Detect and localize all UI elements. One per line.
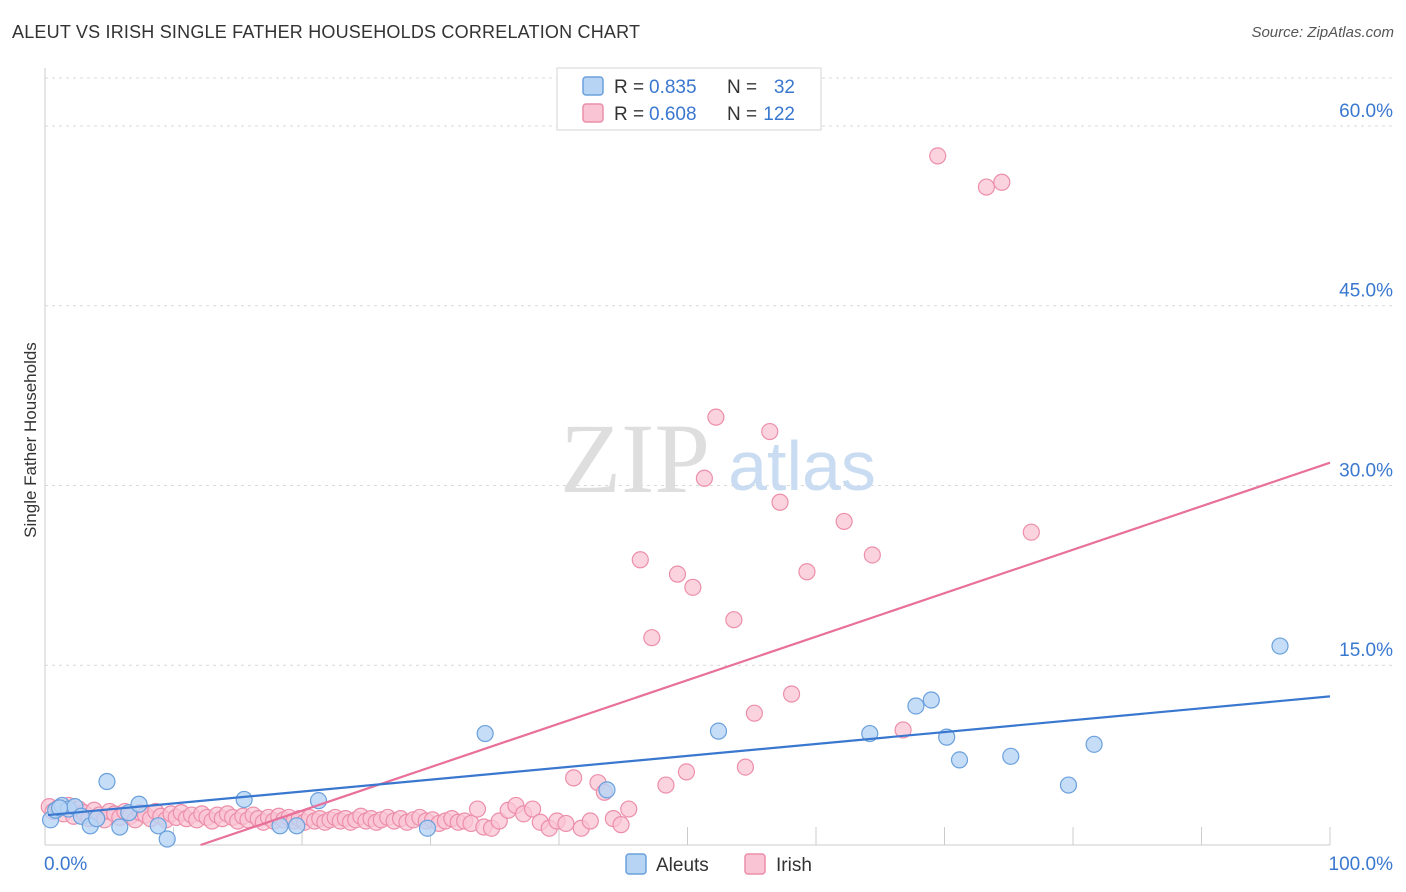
aleut-point — [50, 799, 69, 817]
y-tick-label: 30.0% — [1339, 460, 1393, 481]
irish-point — [668, 565, 687, 583]
aleut-point — [1002, 747, 1020, 765]
irish-point — [643, 629, 661, 647]
irish-r-value: 0.608 — [649, 104, 697, 125]
aleut-point — [235, 790, 253, 809]
irish-swatch-icon — [582, 103, 604, 123]
aleut-trend-line — [47, 695, 1331, 817]
legend-irish-label: Irish — [776, 855, 812, 876]
irish-point — [761, 422, 779, 441]
irish-point — [612, 816, 630, 834]
aleut-point — [418, 819, 437, 837]
irish-r-label: R = — [614, 104, 644, 125]
irish-point — [993, 173, 1011, 191]
y-tick-label: 45.0% — [1339, 281, 1393, 302]
irish-point — [557, 814, 575, 833]
irish-point — [782, 685, 801, 703]
x-tick-label: 0.0% — [44, 854, 87, 875]
aleut-points — [41, 637, 1289, 848]
irish-point — [468, 800, 487, 818]
aleut-point — [88, 810, 106, 828]
aleut-point — [950, 751, 969, 769]
irish-point — [657, 776, 675, 794]
irish-point — [677, 763, 696, 781]
aleut-r-label: R = — [614, 77, 644, 98]
aleut-point — [709, 722, 728, 740]
aleut-point — [158, 830, 176, 848]
irish-n-value: 122 — [763, 104, 795, 125]
aleut-point — [98, 772, 116, 791]
aleut-n-label: N = — [727, 77, 757, 98]
watermark-zip: ZIP — [560, 403, 710, 514]
irish-point — [707, 408, 725, 426]
aleut-point — [111, 818, 129, 836]
trend-lines — [47, 461, 1331, 847]
aleut-point — [907, 697, 925, 715]
irish-point — [894, 721, 912, 739]
watermark: ZIP atlas — [560, 403, 876, 514]
irish-point — [1022, 523, 1040, 541]
aleut-point — [922, 691, 940, 709]
aleut-n-value: 32 — [774, 77, 795, 98]
aleut-point — [130, 795, 148, 813]
irish-point — [863, 546, 881, 564]
axes — [44, 68, 1331, 846]
aleut-point — [288, 817, 306, 835]
aleut-point — [149, 817, 167, 835]
chart-title: ALEUT VS IRISH SINGLE FATHER HOUSEHOLDS … — [12, 22, 641, 42]
legend-aleuts-label: Aleuts — [656, 855, 709, 876]
legend-aleuts-swatch-icon — [625, 853, 647, 875]
irish-point — [684, 578, 702, 596]
watermark-atlas: atlas — [728, 427, 876, 505]
legend-irish-swatch-icon — [744, 853, 766, 875]
grid-lines — [45, 77, 1392, 666]
irish-point — [725, 611, 743, 629]
irish-point — [798, 563, 816, 581]
aleut-swatch-icon — [582, 76, 604, 96]
aleut-point — [1059, 776, 1078, 794]
x-tick-label: 100.0% — [1329, 854, 1394, 875]
aleut-point — [1085, 735, 1103, 753]
irish-point — [771, 493, 789, 511]
irish-point — [581, 812, 599, 830]
source-credit: Source: ZipAtlas.com — [1251, 24, 1394, 41]
irish-point — [745, 704, 763, 722]
series-legend: Aleuts Irish — [625, 853, 812, 876]
irish-n-label: N = — [727, 104, 757, 125]
y-tick-label: 15.0% — [1339, 640, 1393, 661]
irish-point — [631, 551, 649, 569]
aleut-point — [1271, 637, 1289, 655]
irish-point — [736, 758, 755, 776]
stats-legend: R = 0.835 N = 32 R = 0.608 N = 122 — [556, 67, 822, 131]
y-tick-label: 60.0% — [1339, 101, 1393, 122]
aleut-point — [476, 724, 494, 743]
aleut-point — [598, 781, 616, 799]
aleut-r-value: 0.835 — [649, 77, 697, 98]
irish-point — [835, 512, 853, 531]
tick-labels: 15.0% 30.0% 45.0% 60.0% 0.0% 100.0% — [44, 101, 1393, 875]
irish-point — [977, 178, 996, 196]
irish-point — [695, 469, 713, 487]
irish-point — [929, 147, 947, 165]
irish-trend-line — [200, 461, 1331, 847]
irish-point — [620, 800, 638, 818]
irish-point — [565, 769, 583, 787]
irish-points — [40, 147, 1040, 837]
irish-point — [523, 800, 542, 818]
